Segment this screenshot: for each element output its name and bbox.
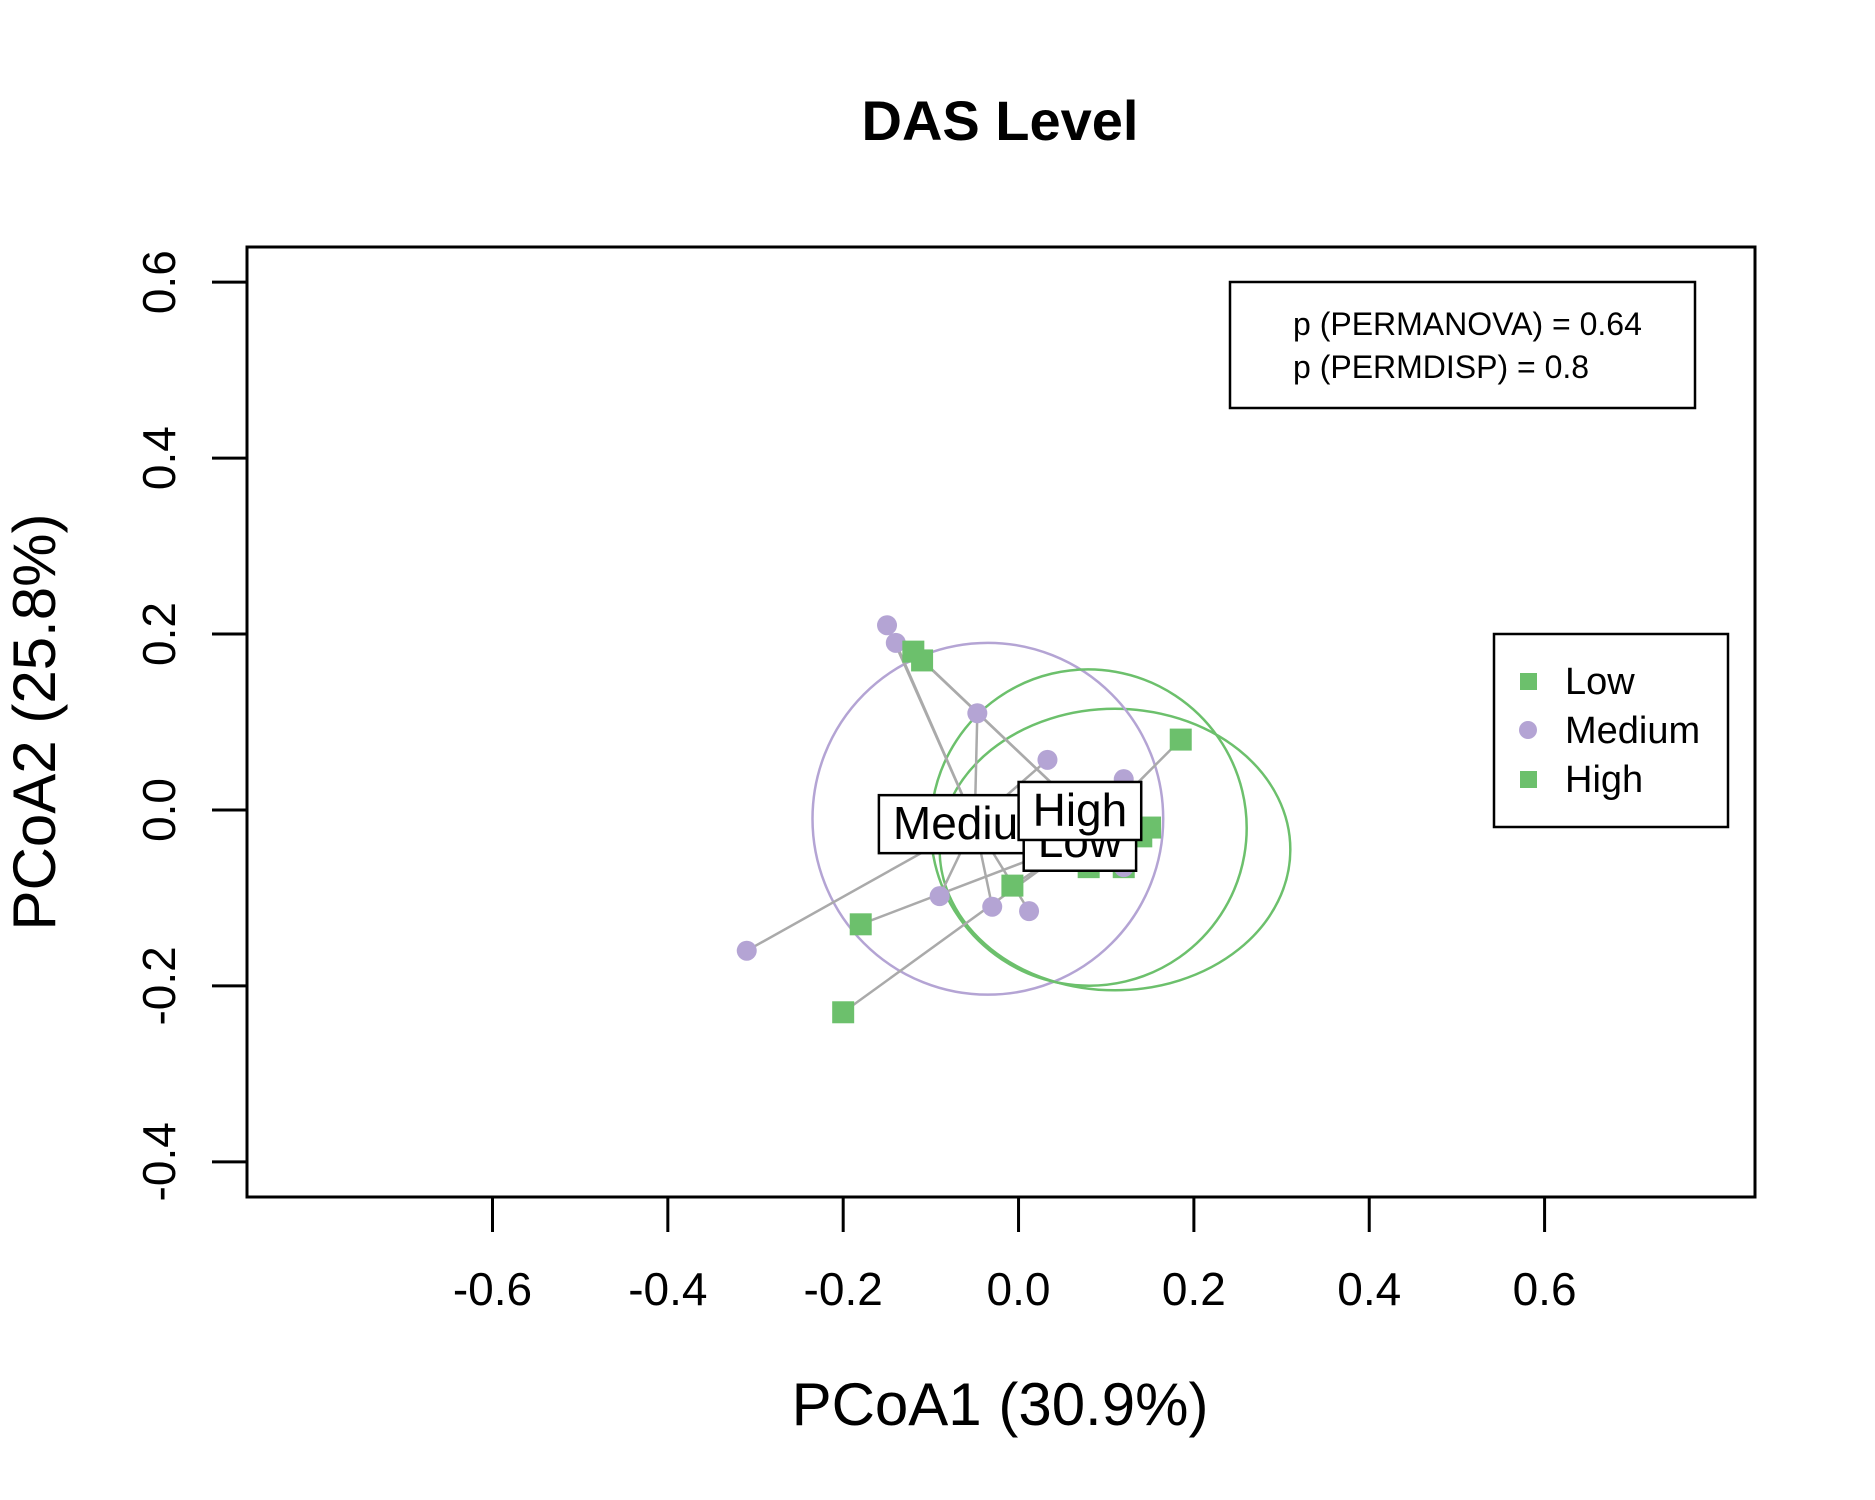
chart-title: DAS Level [862, 89, 1139, 152]
x-tick-label: 0.0 [987, 1263, 1051, 1315]
x-tick-label: -0.2 [804, 1263, 883, 1315]
ellipse-high [929, 668, 1248, 987]
point-high [911, 649, 934, 672]
group-labels: MediumLowHigh [877, 780, 1143, 872]
point-low [849, 913, 872, 936]
legend-label-medium: Medium [1565, 710, 1700, 752]
group-label-high: High [1017, 780, 1143, 842]
group-label-text: High [1033, 784, 1128, 836]
legend: Low Medium High [1492, 632, 1730, 829]
data-points [736, 615, 1192, 1024]
point-medium [1037, 749, 1058, 770]
stats-box-frame [1228, 280, 1697, 410]
point-low [832, 1001, 855, 1024]
legend-marker-high [1520, 771, 1537, 788]
x-tick-label: 0.4 [1337, 1263, 1401, 1315]
stats-box: p (PERMANOVA) = 0.64 p (PERMDISP) = 0.8 [1228, 280, 1697, 410]
y-tick-label: -0.4 [133, 1122, 185, 1201]
x-tick-label: -0.4 [628, 1263, 707, 1315]
x-tick-label: -0.6 [453, 1263, 532, 1315]
legend-label-high: High [1565, 759, 1643, 801]
x-axis: -0.6 -0.4 -0.2 0.0 0.2 0.4 0.6 [453, 1195, 1577, 1315]
point-medium [982, 896, 1003, 917]
x-axis-label: PCoA1 (30.9%) [792, 1371, 1209, 1438]
y-tick-label: 0.4 [133, 426, 185, 490]
legend-marker-medium [1519, 721, 1537, 739]
x-tick-label: 0.2 [1162, 1263, 1226, 1315]
point-medium [1019, 901, 1040, 922]
y-axis: -0.4 -0.2 0.0 0.2 0.4 0.6 [133, 250, 249, 1201]
y-tick-label: -0.2 [133, 946, 185, 1025]
stats-permdisp: p (PERMDISP) = 0.8 [1293, 349, 1589, 385]
y-tick-label: 0.2 [133, 602, 185, 666]
legend-label-low: Low [1565, 661, 1635, 703]
legend-marker-low [1520, 673, 1537, 690]
stats-permanova: p (PERMANOVA) = 0.64 [1293, 306, 1642, 342]
spider-line-medium [894, 642, 976, 824]
point-low [1169, 728, 1192, 751]
point-medium [929, 886, 950, 907]
point-medium [967, 703, 988, 724]
point-low [1001, 874, 1024, 897]
point-medium [736, 940, 757, 961]
point-high [1139, 816, 1162, 839]
y-tick-label: 0.0 [133, 778, 185, 842]
group-label-box [1017, 780, 1143, 842]
point-medium [885, 632, 906, 653]
y-tick-label: 0.6 [133, 250, 185, 314]
ellipse-medium [811, 641, 1165, 996]
point-medium [877, 615, 898, 636]
x-tick-label: 0.6 [1513, 1263, 1577, 1315]
y-axis-label: PCoA2 (25.8%) [1, 514, 68, 931]
